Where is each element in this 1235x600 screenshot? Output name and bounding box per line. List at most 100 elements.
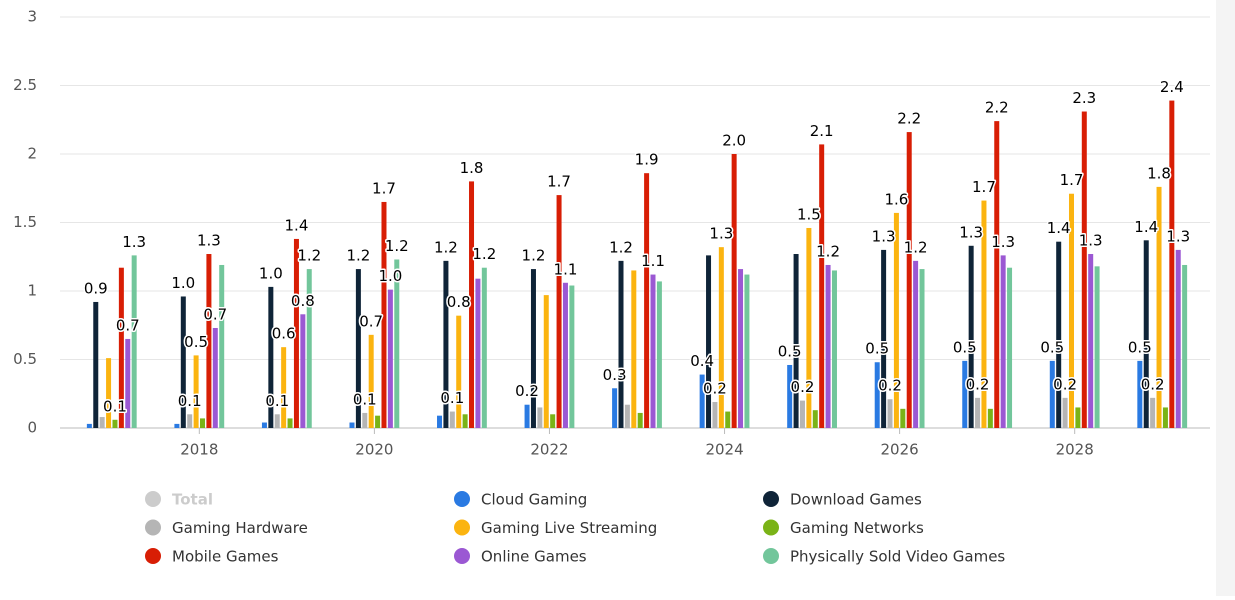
bar bbox=[306, 269, 312, 428]
bar bbox=[994, 121, 1000, 429]
bar bbox=[556, 195, 562, 428]
legend-swatch[interactable] bbox=[145, 519, 161, 536]
legend-swatch[interactable] bbox=[763, 519, 779, 536]
value-label: 1.7 bbox=[1060, 171, 1084, 189]
bar bbox=[355, 269, 361, 428]
value-label: 0.9 bbox=[84, 279, 108, 297]
bar bbox=[1175, 249, 1181, 428]
legend-label[interactable]: Gaming Networks bbox=[790, 519, 924, 537]
value-label: 1.7 bbox=[372, 179, 396, 197]
value-label: 0.1 bbox=[265, 392, 289, 410]
value-label: 0.2 bbox=[966, 375, 990, 393]
bar bbox=[212, 327, 218, 428]
bar bbox=[180, 296, 186, 428]
bar bbox=[362, 412, 368, 428]
value-label: 1.2 bbox=[346, 247, 370, 265]
bar bbox=[131, 255, 137, 428]
value-label: 0.8 bbox=[291, 292, 315, 310]
y-tick-label: 0 bbox=[27, 419, 37, 437]
bar bbox=[86, 423, 92, 428]
value-label: 1.2 bbox=[472, 245, 496, 263]
legend-swatch[interactable] bbox=[454, 548, 470, 564]
legend-swatch[interactable] bbox=[454, 519, 470, 536]
value-label: 1.3 bbox=[197, 232, 221, 250]
bar bbox=[706, 255, 712, 428]
bar bbox=[268, 286, 274, 428]
legend-swatch[interactable] bbox=[145, 491, 161, 507]
value-label: 0.7 bbox=[116, 316, 140, 334]
bar bbox=[725, 411, 731, 428]
value-label: 0.3 bbox=[603, 366, 627, 384]
value-label: 0.1 bbox=[440, 389, 464, 407]
bar bbox=[1056, 241, 1062, 428]
legend-label[interactable]: Physically Sold Video Games bbox=[790, 548, 1005, 566]
bar bbox=[1182, 264, 1188, 428]
value-label: 1.2 bbox=[385, 237, 409, 255]
value-label: 1.0 bbox=[378, 267, 402, 285]
value-label: 0.6 bbox=[272, 325, 296, 343]
value-label: 1.7 bbox=[972, 178, 996, 196]
bar bbox=[368, 334, 374, 428]
bar bbox=[1137, 360, 1143, 428]
legend-label[interactable]: Gaming Live Streaming bbox=[481, 519, 657, 537]
y-tick-label: 1 bbox=[27, 282, 37, 300]
bar bbox=[1062, 397, 1068, 428]
value-label: 2.2 bbox=[897, 110, 921, 128]
bar bbox=[381, 201, 387, 428]
value-label: 1.4 bbox=[1047, 219, 1071, 237]
bar bbox=[1094, 266, 1100, 428]
legend-label[interactable]: Total bbox=[172, 491, 213, 509]
value-label: 0.2 bbox=[1141, 375, 1165, 393]
value-label: 1.6 bbox=[884, 190, 908, 208]
bar bbox=[274, 414, 280, 428]
legend-label[interactable]: Gaming Hardware bbox=[172, 519, 308, 537]
value-label: 0.1 bbox=[178, 392, 202, 410]
legend-swatch[interactable] bbox=[145, 548, 161, 564]
bar bbox=[261, 422, 267, 428]
legend-swatch[interactable] bbox=[763, 491, 779, 507]
x-tick-label: 2022 bbox=[530, 441, 568, 459]
value-label: 1.2 bbox=[522, 247, 546, 265]
bar bbox=[281, 347, 287, 428]
bar bbox=[718, 247, 724, 428]
value-label: 0.1 bbox=[103, 397, 127, 415]
legend-label[interactable]: Online Games bbox=[481, 548, 587, 566]
value-label: 0.2 bbox=[1053, 375, 1077, 393]
bar bbox=[437, 415, 443, 428]
x-tick-label: 2018 bbox=[180, 441, 218, 459]
legend-label[interactable]: Download Games bbox=[790, 491, 922, 509]
value-label: 0.2 bbox=[515, 382, 539, 400]
y-tick-label: 3 bbox=[27, 8, 37, 26]
value-label: 1.3 bbox=[1166, 227, 1190, 245]
bar bbox=[1007, 267, 1013, 428]
bar bbox=[475, 278, 481, 428]
bar bbox=[125, 338, 131, 428]
value-label: 1.3 bbox=[122, 233, 146, 251]
value-label: 2.3 bbox=[1072, 89, 1096, 107]
value-label: 1.0 bbox=[171, 274, 195, 292]
legend-label[interactable]: Mobile Games bbox=[172, 548, 279, 566]
bar bbox=[881, 249, 887, 428]
bar bbox=[906, 132, 912, 428]
bar bbox=[874, 362, 880, 428]
value-label: 1.3 bbox=[991, 233, 1015, 251]
bar bbox=[887, 399, 893, 428]
bar bbox=[569, 285, 575, 428]
side-strip bbox=[1216, 0, 1235, 596]
legend-swatch[interactable] bbox=[763, 548, 779, 564]
legend-label[interactable]: Cloud Gaming bbox=[481, 491, 587, 509]
bar bbox=[206, 254, 212, 428]
bar bbox=[200, 418, 206, 428]
bar bbox=[118, 267, 124, 428]
bar bbox=[550, 414, 556, 428]
value-label: 1.2 bbox=[904, 238, 928, 256]
bar bbox=[831, 270, 837, 428]
value-label: 1.3 bbox=[872, 227, 896, 245]
value-label: 0.5 bbox=[778, 342, 802, 360]
bar bbox=[825, 264, 831, 428]
value-label: 1.3 bbox=[1079, 232, 1103, 250]
bar bbox=[913, 260, 919, 428]
legend-swatch[interactable] bbox=[454, 491, 470, 507]
bar bbox=[799, 400, 805, 428]
